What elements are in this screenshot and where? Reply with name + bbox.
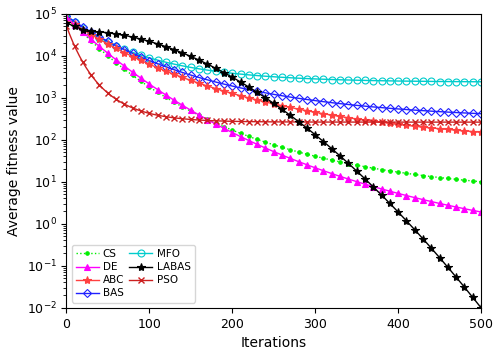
PSO — [166, 115, 172, 119]
X-axis label: Iterations: Iterations — [240, 336, 306, 350]
Line: PSO: PSO — [63, 22, 484, 126]
LABAS — [166, 46, 172, 50]
DE — [166, 95, 172, 99]
ABC — [64, 17, 70, 21]
PSO — [478, 120, 484, 124]
Line: MFO: MFO — [63, 12, 484, 85]
BAS — [64, 14, 70, 18]
Y-axis label: Average fitness value: Average fitness value — [7, 86, 21, 236]
DE — [406, 194, 412, 198]
PSO — [406, 120, 412, 124]
Line: LABAS: LABAS — [62, 19, 485, 312]
DE — [330, 172, 336, 176]
CS — [330, 158, 336, 162]
MFO — [166, 61, 172, 65]
BAS — [166, 66, 172, 70]
MFO — [478, 80, 484, 84]
MFO — [406, 79, 412, 83]
DE — [64, 15, 70, 19]
CS — [214, 122, 220, 126]
MFO — [64, 14, 70, 18]
PSO — [184, 117, 190, 121]
CS — [478, 180, 484, 184]
LABAS — [214, 67, 220, 71]
ABC — [330, 113, 336, 117]
CS — [184, 107, 190, 111]
DE — [214, 123, 220, 127]
BAS — [330, 101, 336, 105]
ABC — [214, 87, 220, 91]
BAS — [406, 108, 412, 112]
Line: DE: DE — [63, 14, 484, 216]
LABAS — [64, 21, 70, 25]
MFO — [214, 69, 220, 74]
BAS — [336, 101, 342, 106]
LABAS — [336, 152, 342, 157]
Line: ABC: ABC — [62, 15, 485, 136]
LABAS — [478, 306, 484, 310]
PSO — [64, 23, 70, 27]
Legend: CS, DE, ABC, BAS, MFO, LABAS, PSO: CS, DE, ABC, BAS, MFO, LABAS, PSO — [72, 245, 194, 303]
CS — [336, 159, 342, 164]
CS — [406, 172, 412, 176]
MFO — [184, 65, 190, 69]
MFO — [330, 77, 336, 82]
ABC — [406, 124, 412, 128]
LABAS — [406, 222, 412, 226]
ABC — [184, 77, 190, 81]
CS — [64, 14, 70, 18]
ABC — [478, 130, 484, 134]
DE — [336, 174, 342, 178]
MFO — [336, 77, 342, 82]
DE — [184, 106, 190, 110]
PSO — [214, 119, 220, 123]
PSO — [336, 120, 342, 124]
Line: CS: CS — [63, 12, 484, 185]
LABAS — [184, 52, 190, 57]
BAS — [478, 112, 484, 116]
CS — [166, 97, 172, 101]
DE — [478, 210, 484, 214]
BAS — [184, 72, 190, 76]
Line: BAS: BAS — [64, 13, 484, 116]
LABAS — [330, 148, 336, 152]
PSO — [330, 120, 336, 124]
ABC — [166, 70, 172, 75]
ABC — [336, 114, 342, 119]
BAS — [214, 80, 220, 85]
